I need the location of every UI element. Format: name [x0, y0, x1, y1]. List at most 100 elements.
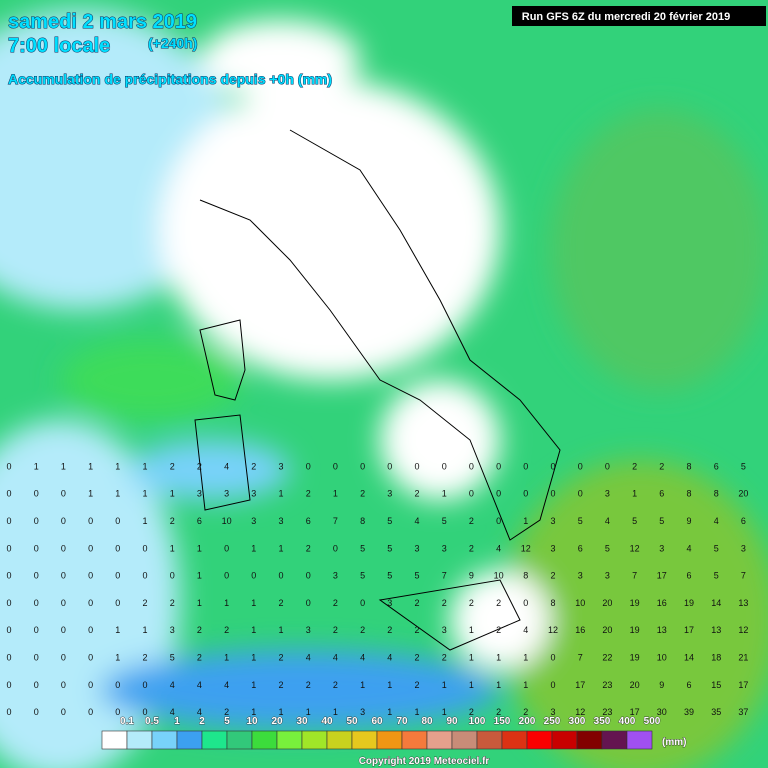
grid-value: 2: [387, 625, 392, 635]
grid-value: 0: [251, 571, 256, 581]
grid-value: 20: [738, 489, 748, 499]
legend-swatch: [201, 730, 228, 750]
grid-value: 0: [88, 625, 93, 635]
grid-value: 0: [6, 652, 11, 662]
grid-value: 8: [686, 489, 691, 499]
grid-value: 1: [170, 543, 175, 553]
grid-value: 0: [61, 598, 66, 608]
legend-swatch: [576, 730, 603, 750]
grid-value: 0: [387, 461, 392, 471]
grid-value: 1: [469, 680, 474, 690]
grid-value: 1: [251, 598, 256, 608]
grid-value: 2: [659, 461, 664, 471]
legend-swatch: [126, 730, 153, 750]
lead-time: (+240h): [148, 35, 197, 51]
grid-value: 4: [686, 543, 691, 553]
grid-value: 2: [224, 707, 229, 717]
grid-value: 1: [469, 625, 474, 635]
legend-label: 10: [246, 716, 258, 727]
grid-value: 4: [197, 707, 202, 717]
grid-value: 3: [197, 489, 202, 499]
grid-value: 2: [496, 625, 501, 635]
grid-value: 0: [88, 652, 93, 662]
grid-value: 2: [414, 652, 419, 662]
grid-value: 4: [306, 652, 311, 662]
grid-value: 3: [605, 571, 610, 581]
grid-value: 1: [278, 625, 283, 635]
grid-value: 0: [6, 543, 11, 553]
grid-value: 20: [630, 680, 640, 690]
time: 7:00 locale: [8, 35, 110, 57]
grid-value: 3: [251, 489, 256, 499]
grid-value: 2: [333, 598, 338, 608]
grid-value: 2: [170, 598, 175, 608]
grid-value: 5: [659, 516, 664, 526]
grid-value: 12: [548, 625, 558, 635]
grid-value: 1: [278, 489, 283, 499]
grid-value: 0: [61, 652, 66, 662]
grid-value: 1: [88, 489, 93, 499]
grid-value: 1: [251, 625, 256, 635]
grid-value: 4: [170, 707, 175, 717]
legend-swatch: [251, 730, 278, 750]
grid-value: 1: [251, 652, 256, 662]
grid-value: 0: [115, 571, 120, 581]
legend-label: 500: [644, 716, 661, 727]
grid-value: 0: [88, 543, 93, 553]
grid-value: 7: [578, 652, 583, 662]
grid-value: 0: [360, 461, 365, 471]
grid-value: 2: [278, 598, 283, 608]
grid-value: 0: [6, 461, 11, 471]
grid-value: 0: [61, 489, 66, 499]
legend-label: 200: [519, 716, 536, 727]
grid-value: 5: [632, 516, 637, 526]
grid-value: 2: [197, 652, 202, 662]
grid-value: 2: [278, 680, 283, 690]
grid-value: 8: [523, 571, 528, 581]
grid-value: 15: [711, 680, 721, 690]
grid-value: 0: [6, 625, 11, 635]
grid-value: 3: [360, 707, 365, 717]
grid-value: 19: [630, 625, 640, 635]
run-box: [512, 6, 766, 26]
grid-value: 1: [306, 707, 311, 717]
grid-value: 1: [496, 652, 501, 662]
grid-value: 1: [251, 707, 256, 717]
grid-value: 17: [657, 571, 667, 581]
grid-value: 1: [197, 571, 202, 581]
grid-value: 3: [306, 625, 311, 635]
grid-value: 1: [115, 652, 120, 662]
grid-value: 3: [550, 516, 555, 526]
legend-label: 300: [569, 716, 586, 727]
grid-value: 1: [333, 707, 338, 717]
grid-value: 0: [523, 598, 528, 608]
grid-value: 2: [414, 680, 419, 690]
grid-value: 3: [605, 489, 610, 499]
grid-value: 3: [414, 543, 419, 553]
grid-value: 1: [387, 680, 392, 690]
grid-value: 5: [714, 571, 719, 581]
legend-swatch: [626, 730, 653, 750]
grid-value: 1: [61, 461, 66, 471]
grid-value: 2: [414, 489, 419, 499]
grid-value: 2: [550, 571, 555, 581]
grid-value: 2: [170, 461, 175, 471]
grid-value: 3: [550, 543, 555, 553]
grid-value: 0: [115, 680, 120, 690]
grid-value: 6: [686, 571, 691, 581]
grid-value: 0: [550, 461, 555, 471]
grid-value: 0: [6, 680, 11, 690]
grid-value: 3: [170, 625, 175, 635]
grid-value: 3: [550, 707, 555, 717]
grid-value: 0: [61, 571, 66, 581]
grid-value: 0: [278, 571, 283, 581]
grid-value: 1: [224, 652, 229, 662]
grid-value: 1: [523, 516, 528, 526]
grid-value: 6: [578, 543, 583, 553]
grid-value: 4: [333, 652, 338, 662]
grid-value: 5: [578, 516, 583, 526]
legend-swatch: [276, 730, 303, 750]
grid-value: 6: [741, 516, 746, 526]
legend-label: 50: [346, 716, 358, 727]
